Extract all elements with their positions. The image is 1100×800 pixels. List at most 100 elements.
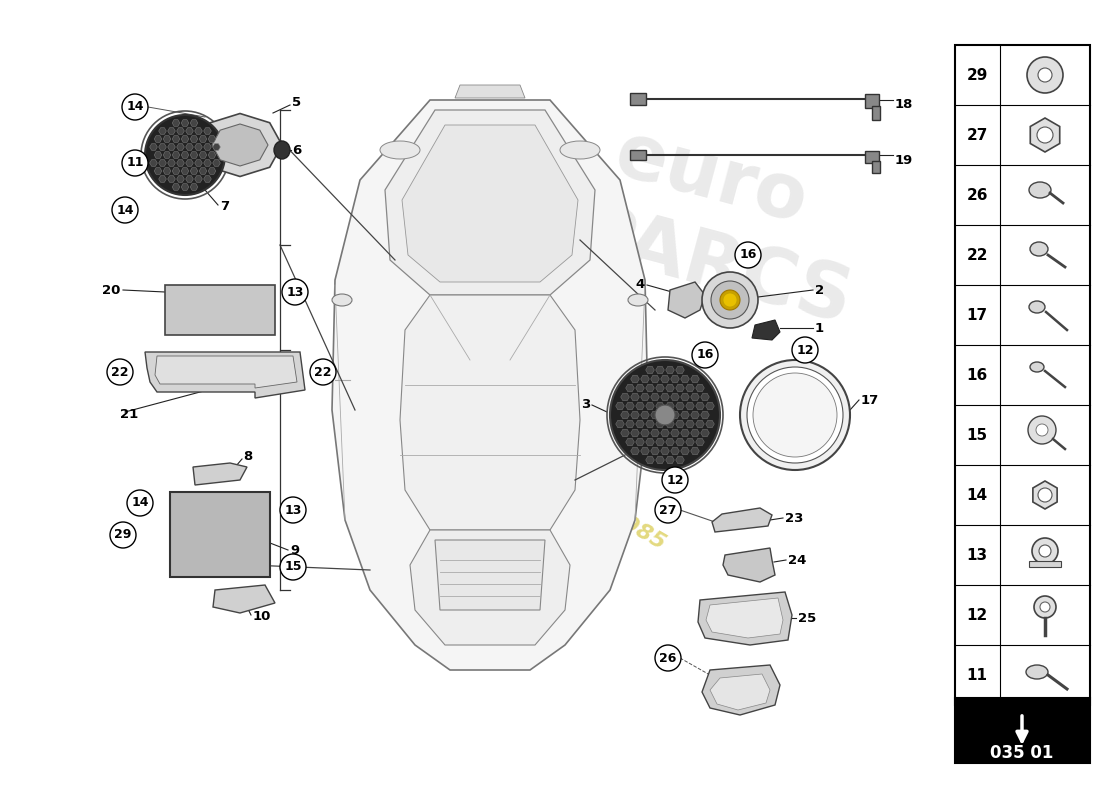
Circle shape	[654, 497, 681, 523]
Polygon shape	[167, 128, 175, 134]
Polygon shape	[640, 430, 649, 437]
Polygon shape	[710, 674, 770, 710]
Text: 29: 29	[966, 67, 988, 82]
Text: 18: 18	[895, 98, 913, 111]
Polygon shape	[173, 168, 179, 174]
Circle shape	[122, 94, 149, 120]
Polygon shape	[666, 420, 674, 428]
Polygon shape	[702, 665, 780, 715]
Polygon shape	[186, 144, 194, 150]
Bar	[955, 698, 1090, 763]
Polygon shape	[182, 136, 189, 142]
Bar	[630, 150, 646, 160]
Text: a passion for parts since 1985: a passion for parts since 1985	[331, 346, 669, 554]
Polygon shape	[167, 144, 175, 150]
Ellipse shape	[1026, 665, 1048, 679]
Bar	[955, 45, 1090, 705]
Ellipse shape	[379, 141, 420, 159]
Polygon shape	[182, 168, 189, 174]
Circle shape	[280, 554, 306, 580]
Circle shape	[145, 115, 226, 195]
Polygon shape	[190, 152, 198, 158]
Polygon shape	[691, 394, 700, 401]
Polygon shape	[752, 320, 780, 340]
Text: 14: 14	[126, 101, 144, 114]
Polygon shape	[190, 184, 198, 190]
Text: 19: 19	[895, 154, 913, 166]
Polygon shape	[204, 176, 211, 182]
Polygon shape	[685, 438, 694, 446]
Polygon shape	[636, 402, 645, 410]
Polygon shape	[701, 394, 710, 401]
Text: 7: 7	[220, 201, 229, 214]
Polygon shape	[636, 384, 645, 392]
Polygon shape	[671, 430, 680, 437]
Text: 9: 9	[290, 543, 299, 557]
Text: 13: 13	[286, 286, 304, 298]
Ellipse shape	[560, 141, 600, 159]
Polygon shape	[651, 447, 659, 454]
Text: 20: 20	[101, 283, 120, 297]
Polygon shape	[656, 402, 664, 410]
Polygon shape	[410, 530, 570, 645]
Polygon shape	[671, 447, 680, 454]
Polygon shape	[163, 152, 170, 158]
Polygon shape	[212, 124, 268, 166]
Text: 27: 27	[966, 127, 988, 142]
Polygon shape	[681, 447, 690, 454]
Circle shape	[1036, 424, 1048, 436]
Polygon shape	[154, 136, 162, 142]
Polygon shape	[691, 447, 700, 454]
Polygon shape	[177, 144, 185, 150]
Polygon shape	[681, 394, 690, 401]
Circle shape	[747, 367, 843, 463]
Text: 6: 6	[292, 143, 301, 157]
Polygon shape	[626, 438, 635, 446]
Polygon shape	[695, 384, 704, 392]
Polygon shape	[145, 352, 305, 398]
Polygon shape	[656, 456, 664, 464]
Polygon shape	[190, 168, 198, 174]
Text: 15: 15	[967, 427, 988, 442]
Circle shape	[610, 360, 720, 470]
Polygon shape	[681, 430, 690, 437]
Polygon shape	[186, 128, 194, 134]
Polygon shape	[173, 120, 179, 126]
Text: 13: 13	[284, 503, 301, 517]
Polygon shape	[685, 402, 694, 410]
Polygon shape	[712, 508, 772, 532]
Circle shape	[711, 281, 749, 319]
Circle shape	[1027, 57, 1063, 93]
Polygon shape	[675, 402, 684, 410]
Polygon shape	[636, 438, 645, 446]
Circle shape	[310, 359, 336, 385]
Polygon shape	[620, 411, 629, 418]
Polygon shape	[385, 110, 595, 295]
Polygon shape	[190, 120, 198, 126]
Polygon shape	[158, 144, 166, 150]
Polygon shape	[666, 366, 674, 374]
Polygon shape	[204, 144, 211, 150]
Polygon shape	[706, 402, 714, 410]
Polygon shape	[616, 402, 625, 410]
Polygon shape	[402, 125, 578, 282]
Polygon shape	[332, 100, 648, 670]
Bar	[630, 93, 646, 105]
Polygon shape	[626, 420, 635, 428]
Text: 26: 26	[659, 651, 676, 665]
Polygon shape	[671, 375, 680, 382]
Circle shape	[720, 290, 740, 310]
Text: 16: 16	[967, 367, 988, 382]
Polygon shape	[208, 152, 216, 158]
Text: 14: 14	[117, 203, 134, 217]
Polygon shape	[182, 152, 189, 158]
Polygon shape	[190, 136, 198, 142]
Polygon shape	[661, 411, 669, 418]
Text: euro
SPARCS: euro SPARCS	[518, 100, 882, 340]
Polygon shape	[195, 144, 202, 150]
Polygon shape	[154, 152, 162, 158]
Circle shape	[692, 342, 718, 368]
Polygon shape	[173, 152, 179, 158]
Polygon shape	[661, 447, 669, 454]
Polygon shape	[636, 420, 645, 428]
